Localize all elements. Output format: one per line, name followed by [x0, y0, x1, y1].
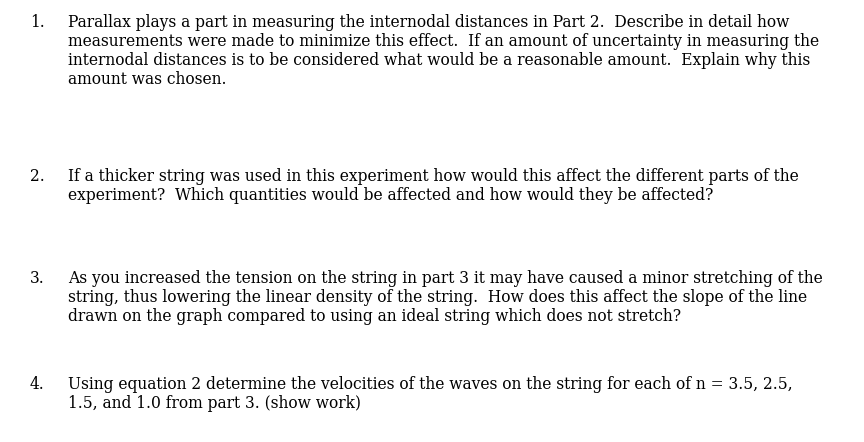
Text: As you increased the tension on the string in part 3 it may have caused a minor : As you increased the tension on the stri… — [68, 270, 823, 287]
Text: 1.5, and 1.0 from part 3. (show work): 1.5, and 1.0 from part 3. (show work) — [68, 395, 361, 412]
Text: drawn on the graph compared to using an ideal string which does not stretch?: drawn on the graph compared to using an … — [68, 308, 681, 325]
Text: Using equation 2 determine the velocities of the waves on the string for each of: Using equation 2 determine the velocitie… — [68, 376, 792, 393]
Text: experiment?  Which quantities would be affected and how would they be affected?: experiment? Which quantities would be af… — [68, 187, 714, 204]
Text: Parallax plays a part in measuring the internodal distances in Part 2.  Describe: Parallax plays a part in measuring the i… — [68, 14, 790, 31]
Text: 3.: 3. — [30, 270, 45, 287]
Text: 1.: 1. — [30, 14, 45, 31]
Text: measurements were made to minimize this effect.  If an amount of uncertainty in : measurements were made to minimize this … — [68, 33, 819, 50]
Text: internodal distances is to be considered what would be a reasonable amount.  Exp: internodal distances is to be considered… — [68, 52, 810, 69]
Text: string, thus lowering the linear density of the string.  How does this affect th: string, thus lowering the linear density… — [68, 289, 807, 306]
Text: amount was chosen.: amount was chosen. — [68, 71, 226, 88]
Text: 4.: 4. — [30, 376, 45, 393]
Text: If a thicker string was used in this experiment how would this affect the differ: If a thicker string was used in this exp… — [68, 168, 798, 185]
Text: 2.: 2. — [30, 168, 45, 185]
